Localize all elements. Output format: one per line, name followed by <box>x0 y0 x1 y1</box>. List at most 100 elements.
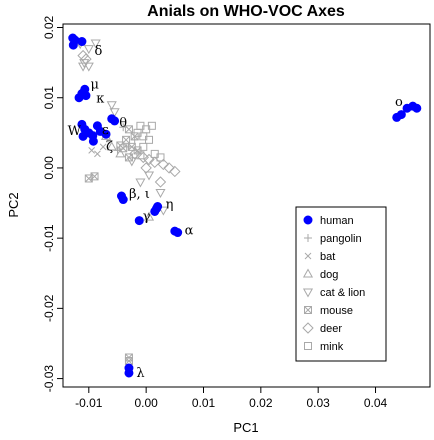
human-point <box>101 129 111 139</box>
x-tick-label: 0.00 <box>134 396 158 410</box>
human-point <box>88 136 98 146</box>
legend-marker-human <box>303 215 313 225</box>
mouse-point <box>116 141 125 150</box>
y-tick-label: -0.01 <box>42 224 56 252</box>
human-point <box>118 195 128 205</box>
deer-point <box>80 53 92 65</box>
legend-marker-dog <box>302 268 314 278</box>
data-points <box>68 33 422 378</box>
legend-label-mouse: mouse <box>320 305 353 317</box>
x-tick-label: 0.04 <box>364 396 388 410</box>
cat-lion-point <box>158 206 169 216</box>
legend-label-human: human <box>320 215 354 227</box>
cat-lion-point <box>143 171 155 181</box>
legend-box <box>295 206 387 362</box>
legend-marker-bat <box>304 252 312 260</box>
annotation-label: W <box>68 124 82 139</box>
mink-point <box>136 151 145 160</box>
human-point <box>396 110 406 120</box>
chart-title: Anials on WHO-VOC Axes <box>147 3 345 20</box>
y-tick-label: 0.01 <box>42 86 56 110</box>
human-point <box>412 103 422 113</box>
human-point <box>68 40 78 50</box>
mink-point <box>139 142 148 151</box>
x-axis: -0.01 0.00 0.01 0.02 0.03 0.04 <box>75 387 388 410</box>
legend-marker-pangolin <box>304 234 312 242</box>
annotation-label: λ <box>136 366 144 381</box>
deer-point <box>77 49 89 62</box>
annotation-label: γ <box>143 210 151 225</box>
cat-lion-point <box>78 62 89 72</box>
annotation-label: ζ <box>106 139 113 154</box>
mink-point <box>133 128 142 137</box>
human-point <box>173 228 183 238</box>
y-axis: -0.03 -0.02 -0.01 0.00 0.01 0.02 <box>42 16 63 393</box>
legend-label-mink: mink <box>320 341 344 353</box>
legend-label-bat: bat <box>320 251 335 263</box>
cat-lion-point <box>83 62 94 72</box>
annotation-label: κ <box>96 92 104 107</box>
mouse-point <box>90 172 99 181</box>
legend-label-cat-lion: cat & lion <box>320 287 365 299</box>
deer-point <box>137 151 149 164</box>
x-tick-label: 0.03 <box>307 396 331 410</box>
mouse-point <box>124 125 133 134</box>
human-point <box>78 131 88 141</box>
annotation-label: η <box>166 198 174 213</box>
dog-point <box>143 211 155 221</box>
human-point <box>124 368 134 378</box>
mink-point <box>147 121 156 130</box>
cat-lion-point <box>106 101 117 111</box>
annotations: δ μκ ο W ε θζ β, ι ηγ α λ <box>68 44 403 381</box>
bat-point <box>94 150 101 158</box>
deer-point <box>157 158 170 171</box>
human-point <box>153 202 163 212</box>
mink-point <box>156 153 165 162</box>
human-point <box>110 116 120 126</box>
legend-marker-mink <box>304 342 312 350</box>
x-axis-label: PC1 <box>233 420 258 435</box>
legend-label-deer: deer <box>320 323 342 335</box>
cat-lion-point <box>109 108 120 118</box>
annotation-label: μ <box>91 78 99 93</box>
human-point <box>77 37 87 47</box>
x-tick-label: 0.01 <box>192 396 216 410</box>
legend-label-pangolin: pangolin <box>320 233 362 245</box>
y-tick-label: -0.03 <box>42 365 56 393</box>
x-tick-label: 0.02 <box>249 396 273 410</box>
human-point <box>134 216 144 226</box>
mouse-point <box>124 153 133 162</box>
annotation-label: θ <box>119 116 127 131</box>
annotation-label: ο <box>395 95 403 110</box>
y-tick-label: 0.02 <box>42 16 56 40</box>
deer-point <box>154 176 167 188</box>
cat-lion-point <box>83 45 94 55</box>
annotation-label: δ <box>95 44 103 59</box>
dog-point <box>106 141 117 151</box>
y-axis-label: PC2 <box>6 192 21 217</box>
plot-frame <box>62 23 431 388</box>
mink-point <box>145 135 154 144</box>
legend: human pangolin bat dog cat & lion mouse deer mi… <box>295 206 387 362</box>
cat-lion-point <box>155 189 166 199</box>
x-tick-label: -0.01 <box>75 396 103 410</box>
dog-point <box>115 148 126 158</box>
legend-label-dog: dog <box>320 269 338 281</box>
human-point <box>81 91 91 101</box>
cat-lion-point <box>126 157 137 167</box>
y-tick-label: 0.00 <box>42 156 56 180</box>
annotation-label: α <box>185 224 194 239</box>
legend-marker-deer <box>302 322 314 334</box>
y-tick-label: -0.02 <box>42 294 56 322</box>
legend-marker-cat-lion <box>302 288 314 298</box>
cat-lion-point <box>90 39 101 49</box>
deer-point <box>163 162 175 174</box>
bat-point <box>99 143 107 151</box>
legend-marker-mouse <box>304 306 312 314</box>
annotation-label: ε <box>102 123 109 138</box>
annotation-label: β, ι <box>129 187 150 202</box>
deer-point <box>140 162 152 174</box>
deer-point <box>169 165 181 178</box>
cat-lion-point <box>135 178 146 188</box>
